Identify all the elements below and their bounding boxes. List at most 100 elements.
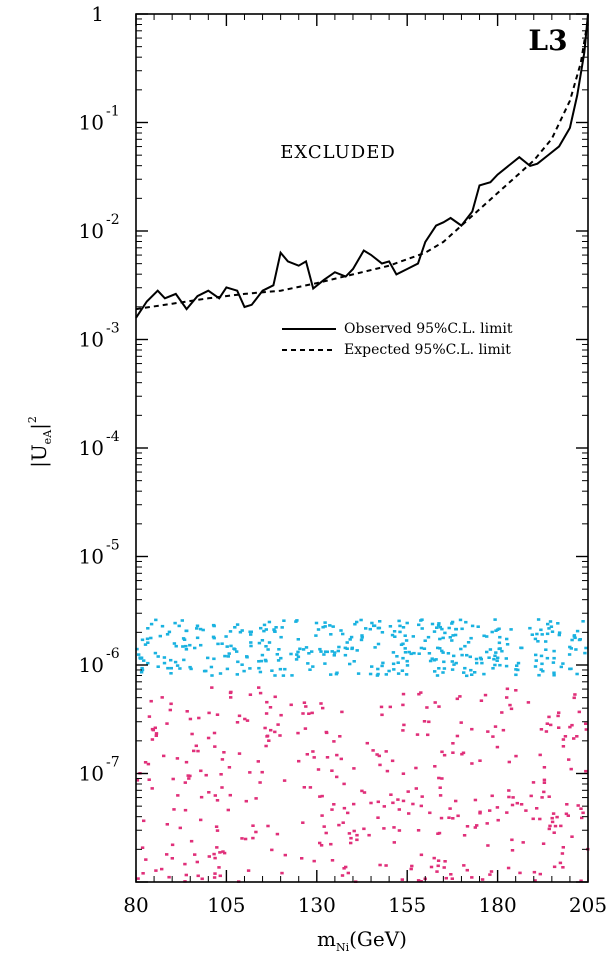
scatter-point-magenta (305, 753, 309, 756)
scatter-point-magenta (141, 872, 145, 875)
scatter-point-cyan (390, 633, 395, 637)
scatter-point-magenta (397, 829, 402, 832)
scatter-point-magenta (289, 703, 293, 707)
scatter-point-cyan (353, 622, 357, 626)
scatter-point-magenta (244, 799, 248, 803)
scatter-point-magenta (258, 691, 263, 695)
scatter-point-cyan (391, 651, 396, 654)
scatter-point-cyan (236, 660, 240, 664)
scatter-point-cyan (169, 666, 173, 670)
scatter-point-cyan (245, 655, 249, 658)
scatter-point-cyan (493, 663, 497, 667)
scatter-point-cyan (436, 646, 440, 650)
scatter-point-cyan (575, 672, 579, 676)
scatter-point-magenta (501, 728, 506, 732)
scatter-point-cyan (295, 653, 299, 656)
scatter-point-magenta (401, 799, 406, 803)
scatter-point-cyan (432, 658, 437, 662)
scatter-point-cyan (211, 635, 216, 639)
scatter-point-magenta (192, 749, 196, 753)
scatter-point-magenta (215, 799, 220, 802)
scatter-point-cyan (438, 647, 442, 650)
scatter-point-cyan (427, 652, 432, 655)
scatter-point-cyan (498, 635, 502, 639)
scatter-point-cyan (514, 668, 518, 671)
scatter-point-magenta (143, 761, 148, 764)
scatter-point-cyan (482, 672, 486, 676)
scatter-point-magenta (330, 859, 335, 862)
scatter-point-magenta (514, 689, 518, 692)
scatter-point-magenta (319, 702, 323, 705)
scatter-point-cyan (355, 649, 359, 652)
scatter-point-cyan (407, 650, 411, 654)
scatter-point-magenta (443, 860, 447, 863)
scatter-point-cyan (169, 672, 173, 675)
scatter-point-cyan (262, 623, 267, 627)
scatter-point-cyan (279, 635, 283, 639)
scatter-point-cyan (547, 627, 551, 630)
scatter-point-magenta (495, 745, 500, 749)
scatter-point-cyan (298, 647, 302, 651)
scatter-point-magenta (304, 705, 308, 708)
scatter-point-cyan (485, 635, 489, 638)
scatter-point-cyan (322, 653, 326, 656)
x-tick-label: 155 (388, 893, 426, 917)
scatter-point-cyan (534, 653, 538, 657)
scatter-point-magenta (505, 696, 509, 699)
scatter-point-cyan (296, 638, 300, 641)
scatter-point-cyan (568, 667, 572, 671)
scatter-point-magenta (535, 807, 539, 810)
scatter-point-cyan (314, 634, 318, 637)
scatter-point-magenta (392, 841, 396, 844)
scatter-point-magenta (188, 717, 193, 721)
scatter-layer (135, 618, 590, 883)
scatter-point-magenta (235, 721, 240, 724)
scatter-point-cyan (583, 651, 587, 655)
scatter-point-magenta (436, 864, 440, 868)
scatter-point-cyan (180, 619, 184, 622)
scatter-point-cyan (266, 648, 270, 651)
scatter-point-cyan (464, 620, 468, 624)
scatter-point-cyan (364, 627, 368, 630)
scatter-point-cyan (283, 667, 287, 671)
scatter-point-cyan (188, 643, 192, 647)
scatter-point-cyan (249, 641, 253, 644)
scatter-point-magenta (401, 729, 405, 732)
scatter-point-magenta (135, 779, 140, 782)
scatter-point-magenta (257, 686, 261, 689)
scatter-point-magenta (220, 758, 225, 761)
scatter-point-magenta (217, 866, 221, 869)
scatter-point-magenta (433, 701, 437, 704)
scatter-point-cyan (557, 633, 561, 637)
scatter-point-cyan (211, 623, 216, 627)
scatter-point-magenta (170, 857, 174, 860)
scatter-point-magenta (558, 861, 563, 865)
scatter-point-cyan (497, 641, 502, 645)
scatter-point-cyan (329, 633, 333, 636)
scatter-point-magenta (197, 716, 201, 720)
scatter-point-magenta (218, 874, 222, 878)
scatter-point-magenta (569, 767, 573, 771)
scatter-point-magenta (273, 695, 277, 699)
scatter-point-cyan (227, 652, 231, 655)
scatter-point-magenta (258, 781, 262, 784)
scatter-point-cyan (441, 651, 445, 654)
scatter-point-magenta (391, 801, 395, 805)
scatter-point-cyan (325, 650, 329, 654)
scatter-point-magenta (409, 867, 413, 871)
scatter-point-magenta (330, 769, 334, 772)
scatter-point-magenta (365, 741, 369, 745)
scatter-point-cyan (509, 628, 513, 631)
scatter-point-magenta (419, 853, 424, 857)
scatter-point-magenta (319, 844, 324, 847)
scatter-point-cyan (142, 659, 146, 662)
scatter-point-cyan (440, 627, 444, 631)
scatter-point-magenta (332, 803, 336, 806)
x-tick-label: 105 (207, 893, 245, 917)
scatter-point-magenta (218, 851, 222, 854)
scatter-point-magenta (488, 809, 492, 812)
scatter-point-magenta (342, 867, 346, 870)
scatter-point-magenta (279, 713, 283, 717)
legend-expected-label: Expected 95%C.L. limit (344, 342, 511, 358)
scatter-point-cyan (474, 657, 479, 661)
